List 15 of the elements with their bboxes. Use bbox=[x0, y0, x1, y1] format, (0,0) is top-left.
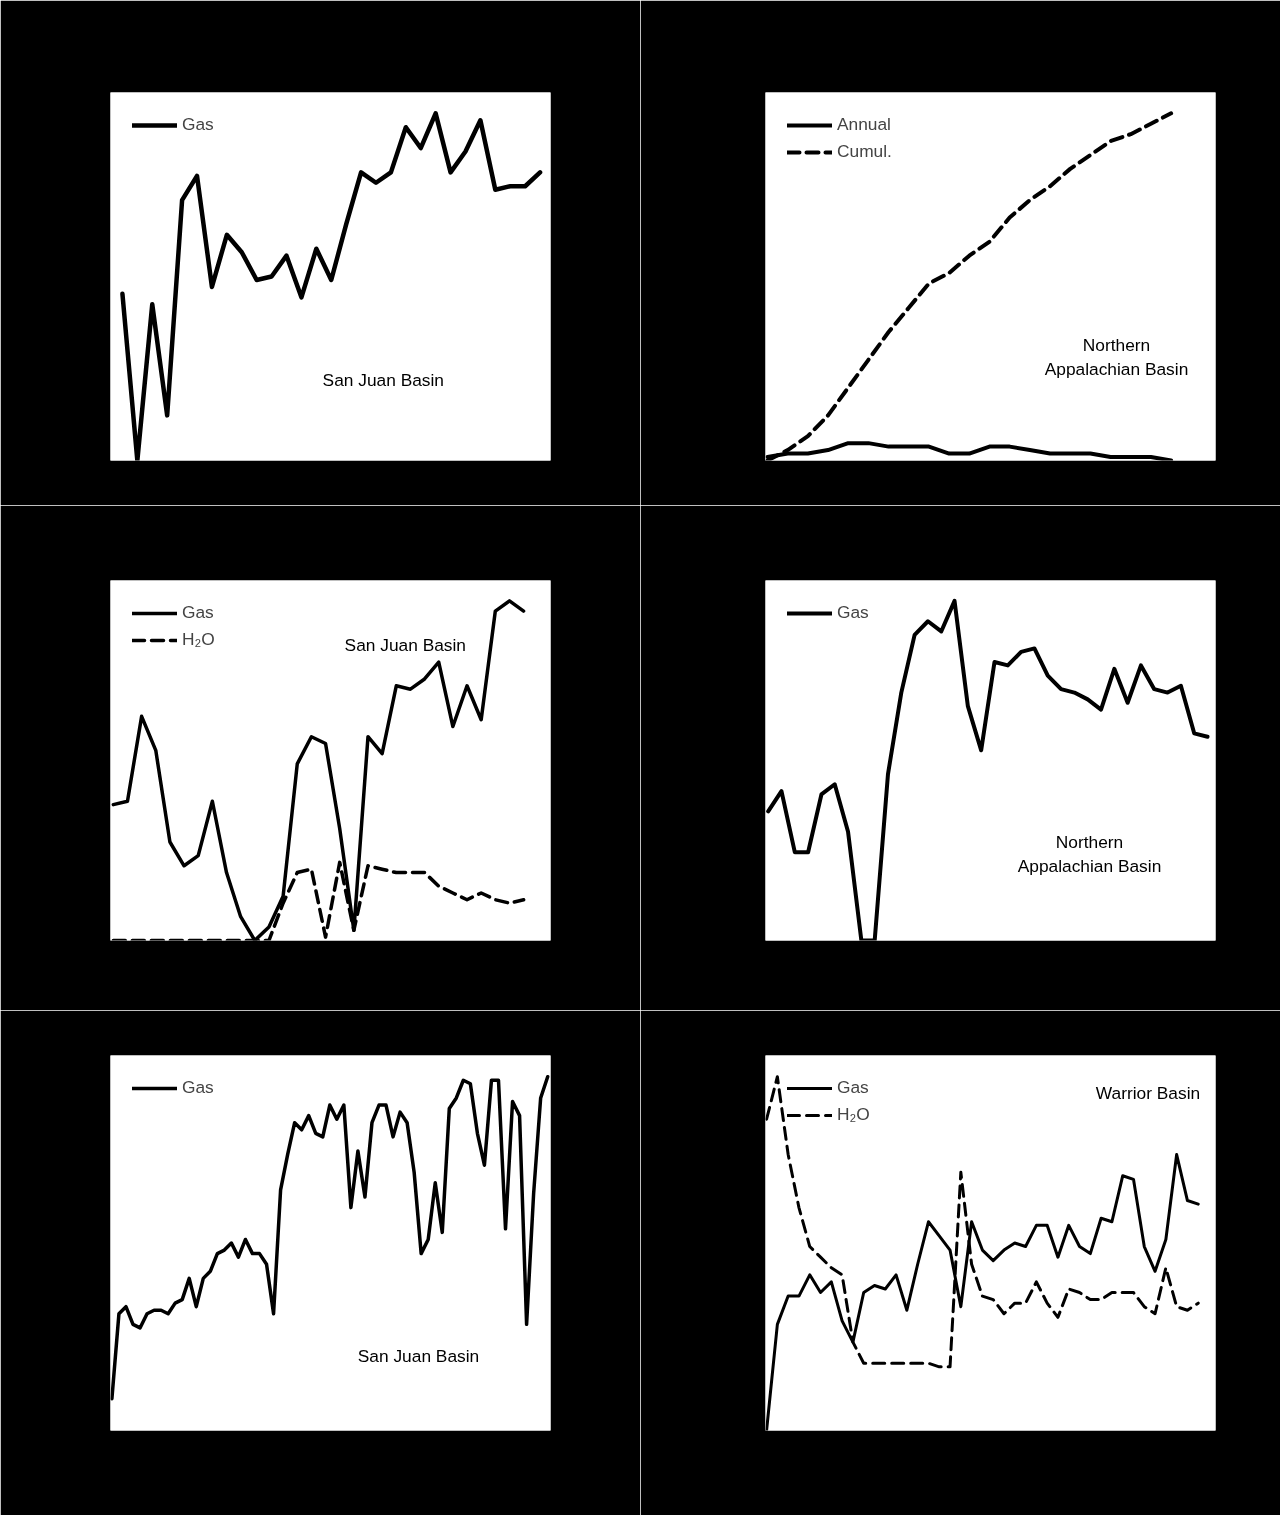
legend-label: Annual bbox=[837, 114, 891, 135]
legend-label: Gas bbox=[837, 602, 869, 623]
legend-label: H₂O bbox=[837, 1104, 870, 1125]
legend-label: Gas bbox=[182, 114, 214, 135]
legend-label: Gas bbox=[837, 1077, 869, 1098]
legend-label: Gas bbox=[182, 1077, 214, 1098]
annotation: Northern Appalachian Basin bbox=[1017, 832, 1162, 877]
annotation: Northern Appalachian Basin bbox=[1044, 335, 1189, 380]
legend-label: H₂O bbox=[182, 629, 215, 650]
legend-label: Cumul. bbox=[837, 141, 892, 162]
annotation: San Juan Basin bbox=[357, 1345, 480, 1366]
legend-label: Gas bbox=[182, 602, 214, 623]
annotation: San Juan Basin bbox=[344, 635, 466, 656]
annotation: San Juan Basin bbox=[322, 369, 444, 390]
annotation: Warrior Basin bbox=[1095, 1083, 1201, 1103]
